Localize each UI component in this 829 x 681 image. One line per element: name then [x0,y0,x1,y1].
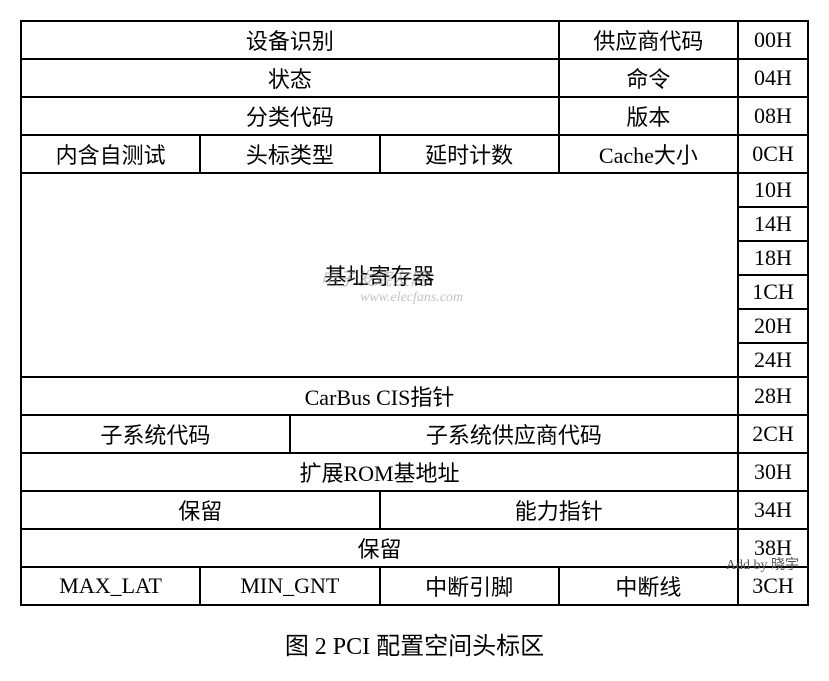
figure-caption: 图 2 PCI 配置空间头标区 [20,626,809,661]
offset-cell: 28H [738,377,808,415]
register-cell: 分类代码 [21,97,559,135]
pci-config-table: 设备识别供应商代码00H 状态命令04H 分类代码版本08H 内含自测试头标类型延时计… [20,20,809,606]
register-cell: 供应商代码 [559,21,738,59]
offset-cell: 00H [738,21,808,59]
register-cell: 内含自测试 [21,135,200,173]
offset-cell: 2CH [738,415,808,453]
watermark-url: www.elecfans.com [360,290,463,306]
register-cell: 中断引脚 [380,567,559,605]
register-cell: 延时计数 [380,135,559,173]
offset-cell: 30H [738,453,808,491]
register-cell: Cache大小 [559,135,738,173]
register-cell: 命令 [559,59,738,97]
register-cell: 子系统代码 [21,415,290,453]
register-cell: 能力指针 [380,491,739,529]
register-cell: 设备识别 [21,21,559,59]
pci-config-diagram: 设备识别供应商代码00H 状态命令04H 分类代码版本08H 内含自测试头标类型延时计… [20,20,809,661]
offset-cell: 14H [738,207,808,241]
register-cell: MIN_GNT [200,567,379,605]
register-cell: 版本 [559,97,738,135]
offset-cell: 0CH [738,135,808,173]
register-cell: 中断线 [559,567,738,605]
offset-cell: 1CH [738,275,808,309]
register-cell: 子系统供应商代码 [290,415,738,453]
offset-cell: 24H [738,343,808,377]
offset-cell: 18H [738,241,808,275]
corner-credit: Add by 晓宇 [726,554,799,574]
offset-cell: 08H [738,97,808,135]
offset-cell: 20H [738,309,808,343]
offset-cell: 10H [738,173,808,207]
register-cell: 保留 [21,491,380,529]
register-cell: 状态 [21,59,559,97]
register-cell: CarBus CIS指针 [21,377,738,415]
register-cell: 扩展ROM基地址 [21,453,738,491]
register-cell: 头标类型 [200,135,379,173]
register-cell: MAX_LAT [21,567,200,605]
offset-cell: 04H [738,59,808,97]
watermark-text: 电子发烧友网 [320,265,428,291]
offset-cell: 34H [738,491,808,529]
register-cell: 保留 [21,529,738,567]
